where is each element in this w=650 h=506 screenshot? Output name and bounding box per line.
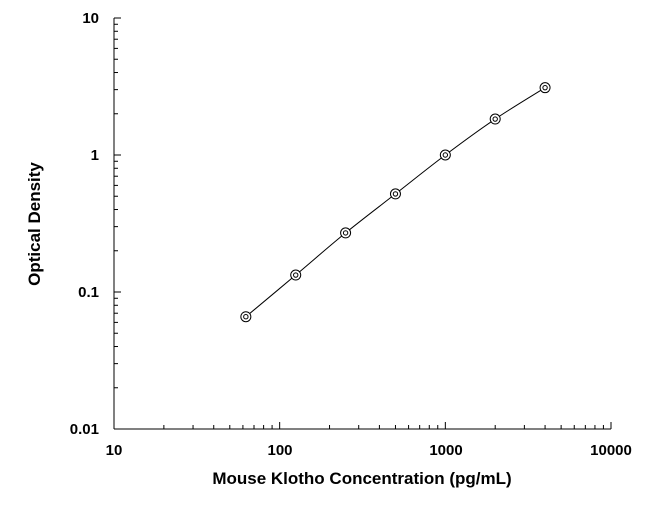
x-tick-labels: 10 100 1000 10000 bbox=[106, 442, 632, 459]
data-point-marker bbox=[290, 269, 302, 281]
axes bbox=[113, 17, 612, 430]
data-point bbox=[439, 149, 451, 161]
plot-area bbox=[240, 82, 551, 323]
data-point-marker bbox=[340, 227, 352, 239]
x-ticks bbox=[113, 422, 612, 429]
y-ticks bbox=[114, 17, 121, 430]
y-tick-label-0.1: 0.1 bbox=[78, 284, 99, 301]
data-point bbox=[340, 227, 352, 239]
data-point-marker-inner bbox=[243, 314, 249, 320]
x-tick-label-100: 100 bbox=[267, 442, 292, 459]
fitted-curve bbox=[245, 87, 546, 318]
data-point-marker-inner bbox=[293, 272, 299, 278]
data-point bbox=[389, 188, 401, 200]
x-tick-label-10: 10 bbox=[106, 442, 123, 459]
data-point-marker-inner bbox=[392, 191, 399, 197]
data-point-marker-inner bbox=[492, 116, 498, 122]
y-tick-label-10: 10 bbox=[82, 10, 99, 27]
y-tick-label-1: 1 bbox=[91, 147, 99, 164]
x-tick-label-1000: 1000 bbox=[429, 442, 462, 459]
data-point-marker bbox=[439, 149, 451, 161]
data-point bbox=[489, 113, 501, 125]
data-point bbox=[240, 311, 252, 323]
y-axis-title: Optical Density bbox=[25, 162, 44, 286]
data-point-marker-inner bbox=[542, 84, 548, 91]
x-axis-title: Mouse Klotho Concentration (pg/mL) bbox=[212, 469, 511, 488]
data-point-marker bbox=[240, 311, 252, 323]
y-tick-label-0.01: 0.01 bbox=[70, 421, 99, 438]
data-point-marker-inner bbox=[342, 230, 349, 236]
data-point bbox=[290, 269, 302, 281]
data-point-marker bbox=[539, 82, 551, 94]
data-points bbox=[240, 82, 551, 323]
data-point-marker bbox=[389, 188, 401, 200]
data-point-marker bbox=[489, 113, 501, 125]
data-point-marker-inner bbox=[442, 152, 449, 158]
data-point bbox=[539, 82, 551, 94]
y-tick-labels: 0.01 0.1 1 10 bbox=[70, 10, 99, 438]
x-tick-label-10000: 10000 bbox=[590, 442, 632, 459]
